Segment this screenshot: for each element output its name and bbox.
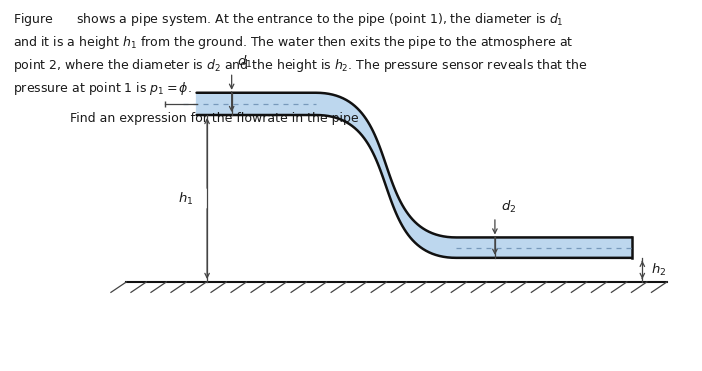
Text: $h_2$: $h_2$ — [651, 262, 666, 278]
Text: $d_1$: $d_1$ — [237, 55, 253, 70]
Polygon shape — [197, 93, 632, 258]
Text: Find an expression for the flowrate in the pipe: Find an expression for the flowrate in t… — [70, 112, 359, 125]
Text: $h_1$: $h_1$ — [178, 190, 193, 207]
Text: $d_2$: $d_2$ — [501, 199, 516, 215]
Text: and it is a height $h_1$ from the ground. The water then exits the pipe to the a: and it is a height $h_1$ from the ground… — [13, 34, 573, 51]
Text: pressure at point 1 is $p_1 = \phi$.: pressure at point 1 is $p_1 = \phi$. — [13, 80, 192, 97]
Text: point 2, where the diameter is $d_2$ and the height is $h_2$. The pressure senso: point 2, where the diameter is $d_2$ and… — [13, 57, 588, 74]
Text: Figure      shows a pipe system. At the entrance to the pipe (point 1), the diam: Figure shows a pipe system. At the entra… — [13, 11, 563, 28]
